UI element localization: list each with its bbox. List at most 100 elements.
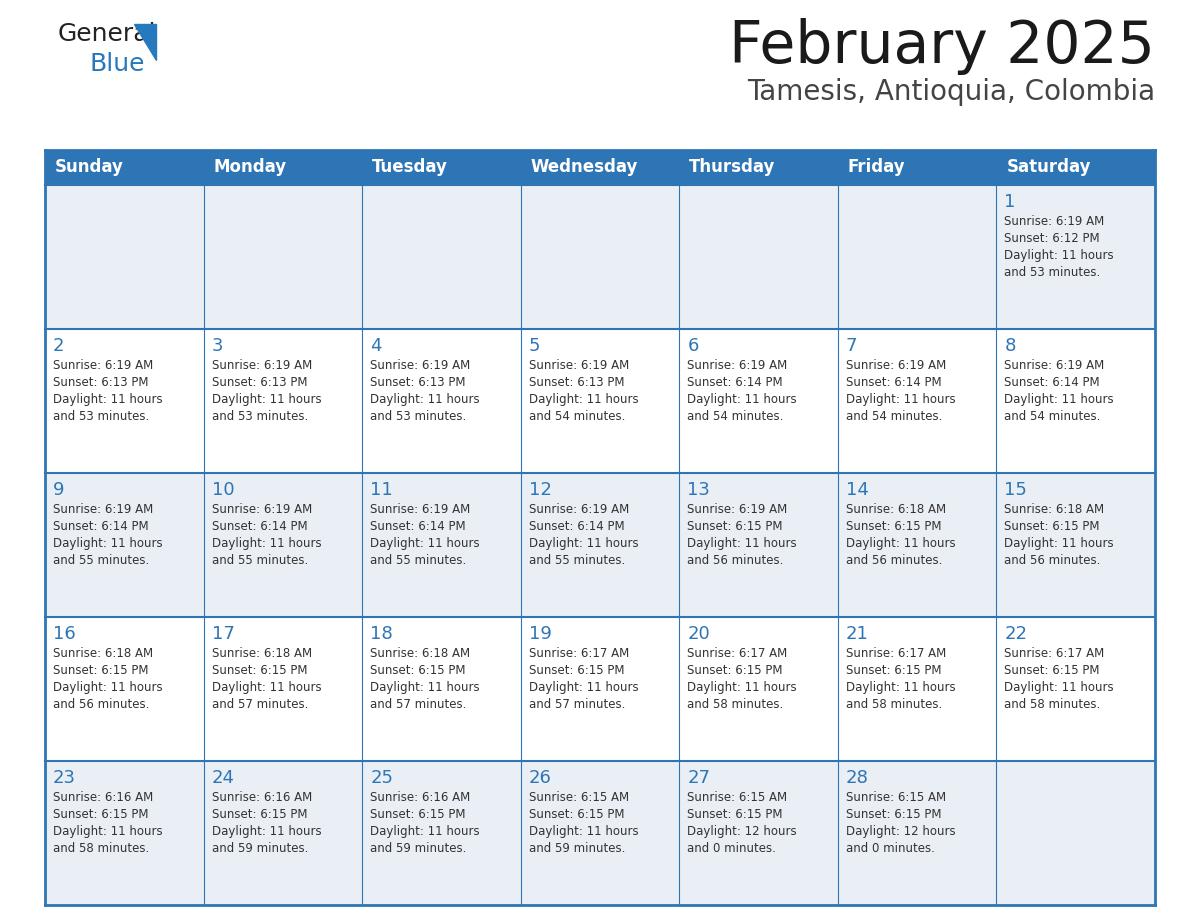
Text: Sunrise: 6:19 AM: Sunrise: 6:19 AM bbox=[688, 503, 788, 516]
Text: and 58 minutes.: and 58 minutes. bbox=[1004, 698, 1100, 711]
Text: and 57 minutes.: and 57 minutes. bbox=[211, 698, 308, 711]
Text: Sunset: 6:13 PM: Sunset: 6:13 PM bbox=[211, 376, 307, 389]
Text: Daylight: 11 hours: Daylight: 11 hours bbox=[529, 393, 638, 406]
Text: Sunrise: 6:15 AM: Sunrise: 6:15 AM bbox=[846, 791, 946, 804]
Text: and 57 minutes.: and 57 minutes. bbox=[371, 698, 467, 711]
Text: Friday: Friday bbox=[848, 159, 905, 176]
Text: and 53 minutes.: and 53 minutes. bbox=[1004, 266, 1100, 279]
Text: 22: 22 bbox=[1004, 625, 1028, 643]
Text: 16: 16 bbox=[53, 625, 76, 643]
Text: 10: 10 bbox=[211, 481, 234, 499]
Text: and 56 minutes.: and 56 minutes. bbox=[846, 554, 942, 567]
Text: Sunset: 6:15 PM: Sunset: 6:15 PM bbox=[371, 808, 466, 821]
Text: 9: 9 bbox=[53, 481, 64, 499]
Text: Sunrise: 6:19 AM: Sunrise: 6:19 AM bbox=[1004, 359, 1105, 372]
Text: and 55 minutes.: and 55 minutes. bbox=[371, 554, 467, 567]
Text: Sunrise: 6:19 AM: Sunrise: 6:19 AM bbox=[846, 359, 946, 372]
Text: and 59 minutes.: and 59 minutes. bbox=[211, 842, 308, 855]
Text: Blue: Blue bbox=[90, 52, 145, 76]
Text: Sunrise: 6:19 AM: Sunrise: 6:19 AM bbox=[211, 359, 311, 372]
Text: Sunrise: 6:18 AM: Sunrise: 6:18 AM bbox=[53, 647, 153, 660]
Text: Daylight: 11 hours: Daylight: 11 hours bbox=[1004, 537, 1114, 550]
Text: Sunset: 6:15 PM: Sunset: 6:15 PM bbox=[371, 664, 466, 677]
Text: 7: 7 bbox=[846, 337, 858, 355]
Text: 28: 28 bbox=[846, 769, 868, 787]
Text: Daylight: 12 hours: Daylight: 12 hours bbox=[688, 825, 797, 838]
Text: and 59 minutes.: and 59 minutes. bbox=[371, 842, 467, 855]
Text: Sunset: 6:14 PM: Sunset: 6:14 PM bbox=[688, 376, 783, 389]
Text: Daylight: 11 hours: Daylight: 11 hours bbox=[846, 681, 955, 694]
Text: Daylight: 11 hours: Daylight: 11 hours bbox=[846, 537, 955, 550]
Text: and 55 minutes.: and 55 minutes. bbox=[529, 554, 625, 567]
Text: and 56 minutes.: and 56 minutes. bbox=[688, 554, 784, 567]
Text: Sunrise: 6:19 AM: Sunrise: 6:19 AM bbox=[53, 359, 153, 372]
Text: and 59 minutes.: and 59 minutes. bbox=[529, 842, 625, 855]
Text: Sunset: 6:15 PM: Sunset: 6:15 PM bbox=[211, 808, 307, 821]
Text: Sunset: 6:14 PM: Sunset: 6:14 PM bbox=[529, 520, 625, 533]
Text: Sunset: 6:14 PM: Sunset: 6:14 PM bbox=[53, 520, 148, 533]
Text: Wednesday: Wednesday bbox=[531, 159, 638, 176]
Text: 1: 1 bbox=[1004, 193, 1016, 211]
Text: and 54 minutes.: and 54 minutes. bbox=[846, 410, 942, 423]
Text: and 53 minutes.: and 53 minutes. bbox=[211, 410, 308, 423]
Text: Thursday: Thursday bbox=[689, 159, 776, 176]
Text: 25: 25 bbox=[371, 769, 393, 787]
Text: Sunset: 6:15 PM: Sunset: 6:15 PM bbox=[688, 664, 783, 677]
Text: Sunrise: 6:15 AM: Sunrise: 6:15 AM bbox=[688, 791, 788, 804]
Text: Sunset: 6:14 PM: Sunset: 6:14 PM bbox=[1004, 376, 1100, 389]
Text: 17: 17 bbox=[211, 625, 234, 643]
Text: Daylight: 11 hours: Daylight: 11 hours bbox=[529, 537, 638, 550]
Text: Sunrise: 6:17 AM: Sunrise: 6:17 AM bbox=[529, 647, 628, 660]
Bar bbox=[45, 150, 1155, 185]
Text: Daylight: 11 hours: Daylight: 11 hours bbox=[53, 681, 163, 694]
Text: Daylight: 11 hours: Daylight: 11 hours bbox=[688, 537, 797, 550]
Text: 18: 18 bbox=[371, 625, 393, 643]
Text: Sunset: 6:15 PM: Sunset: 6:15 PM bbox=[211, 664, 307, 677]
Text: and 57 minutes.: and 57 minutes. bbox=[529, 698, 625, 711]
Text: 8: 8 bbox=[1004, 337, 1016, 355]
Text: Sunset: 6:15 PM: Sunset: 6:15 PM bbox=[53, 808, 148, 821]
Text: Sunset: 6:13 PM: Sunset: 6:13 PM bbox=[529, 376, 624, 389]
Text: Sunset: 6:13 PM: Sunset: 6:13 PM bbox=[53, 376, 148, 389]
Text: Sunrise: 6:19 AM: Sunrise: 6:19 AM bbox=[529, 359, 628, 372]
Text: Sunset: 6:15 PM: Sunset: 6:15 PM bbox=[846, 664, 941, 677]
Text: and 58 minutes.: and 58 minutes. bbox=[688, 698, 784, 711]
Text: Sunrise: 6:18 AM: Sunrise: 6:18 AM bbox=[1004, 503, 1105, 516]
Text: Sunset: 6:14 PM: Sunset: 6:14 PM bbox=[211, 520, 308, 533]
Text: 11: 11 bbox=[371, 481, 393, 499]
Text: Daylight: 11 hours: Daylight: 11 hours bbox=[371, 825, 480, 838]
Text: Sunrise: 6:19 AM: Sunrise: 6:19 AM bbox=[688, 359, 788, 372]
Text: Daylight: 11 hours: Daylight: 11 hours bbox=[53, 393, 163, 406]
Text: 27: 27 bbox=[688, 769, 710, 787]
Text: Sunrise: 6:18 AM: Sunrise: 6:18 AM bbox=[371, 647, 470, 660]
Text: and 54 minutes.: and 54 minutes. bbox=[1004, 410, 1101, 423]
Text: Sunset: 6:15 PM: Sunset: 6:15 PM bbox=[1004, 520, 1100, 533]
Text: February 2025: February 2025 bbox=[729, 18, 1155, 75]
Text: 23: 23 bbox=[53, 769, 76, 787]
Text: 21: 21 bbox=[846, 625, 868, 643]
Bar bbox=[45, 185, 1155, 329]
Text: Sunrise: 6:19 AM: Sunrise: 6:19 AM bbox=[371, 359, 470, 372]
Text: Daylight: 11 hours: Daylight: 11 hours bbox=[53, 825, 163, 838]
Text: Daylight: 11 hours: Daylight: 11 hours bbox=[211, 393, 321, 406]
Text: Sunrise: 6:19 AM: Sunrise: 6:19 AM bbox=[1004, 215, 1105, 228]
Text: Sunrise: 6:18 AM: Sunrise: 6:18 AM bbox=[846, 503, 946, 516]
Text: Daylight: 11 hours: Daylight: 11 hours bbox=[211, 537, 321, 550]
Text: 2: 2 bbox=[53, 337, 64, 355]
Text: 12: 12 bbox=[529, 481, 551, 499]
Bar bbox=[45, 617, 1155, 761]
Text: Monday: Monday bbox=[214, 159, 286, 176]
Text: and 0 minutes.: and 0 minutes. bbox=[846, 842, 935, 855]
Text: Sunset: 6:15 PM: Sunset: 6:15 PM bbox=[688, 808, 783, 821]
Text: Sunset: 6:14 PM: Sunset: 6:14 PM bbox=[846, 376, 941, 389]
Text: General: General bbox=[58, 22, 157, 46]
Text: Sunrise: 6:16 AM: Sunrise: 6:16 AM bbox=[371, 791, 470, 804]
Text: Daylight: 11 hours: Daylight: 11 hours bbox=[371, 681, 480, 694]
Text: Sunrise: 6:17 AM: Sunrise: 6:17 AM bbox=[688, 647, 788, 660]
Text: Daylight: 11 hours: Daylight: 11 hours bbox=[846, 393, 955, 406]
Text: Daylight: 11 hours: Daylight: 11 hours bbox=[211, 681, 321, 694]
Bar bbox=[45, 329, 1155, 473]
Text: 13: 13 bbox=[688, 481, 710, 499]
Text: 26: 26 bbox=[529, 769, 551, 787]
Text: Sunset: 6:15 PM: Sunset: 6:15 PM bbox=[53, 664, 148, 677]
